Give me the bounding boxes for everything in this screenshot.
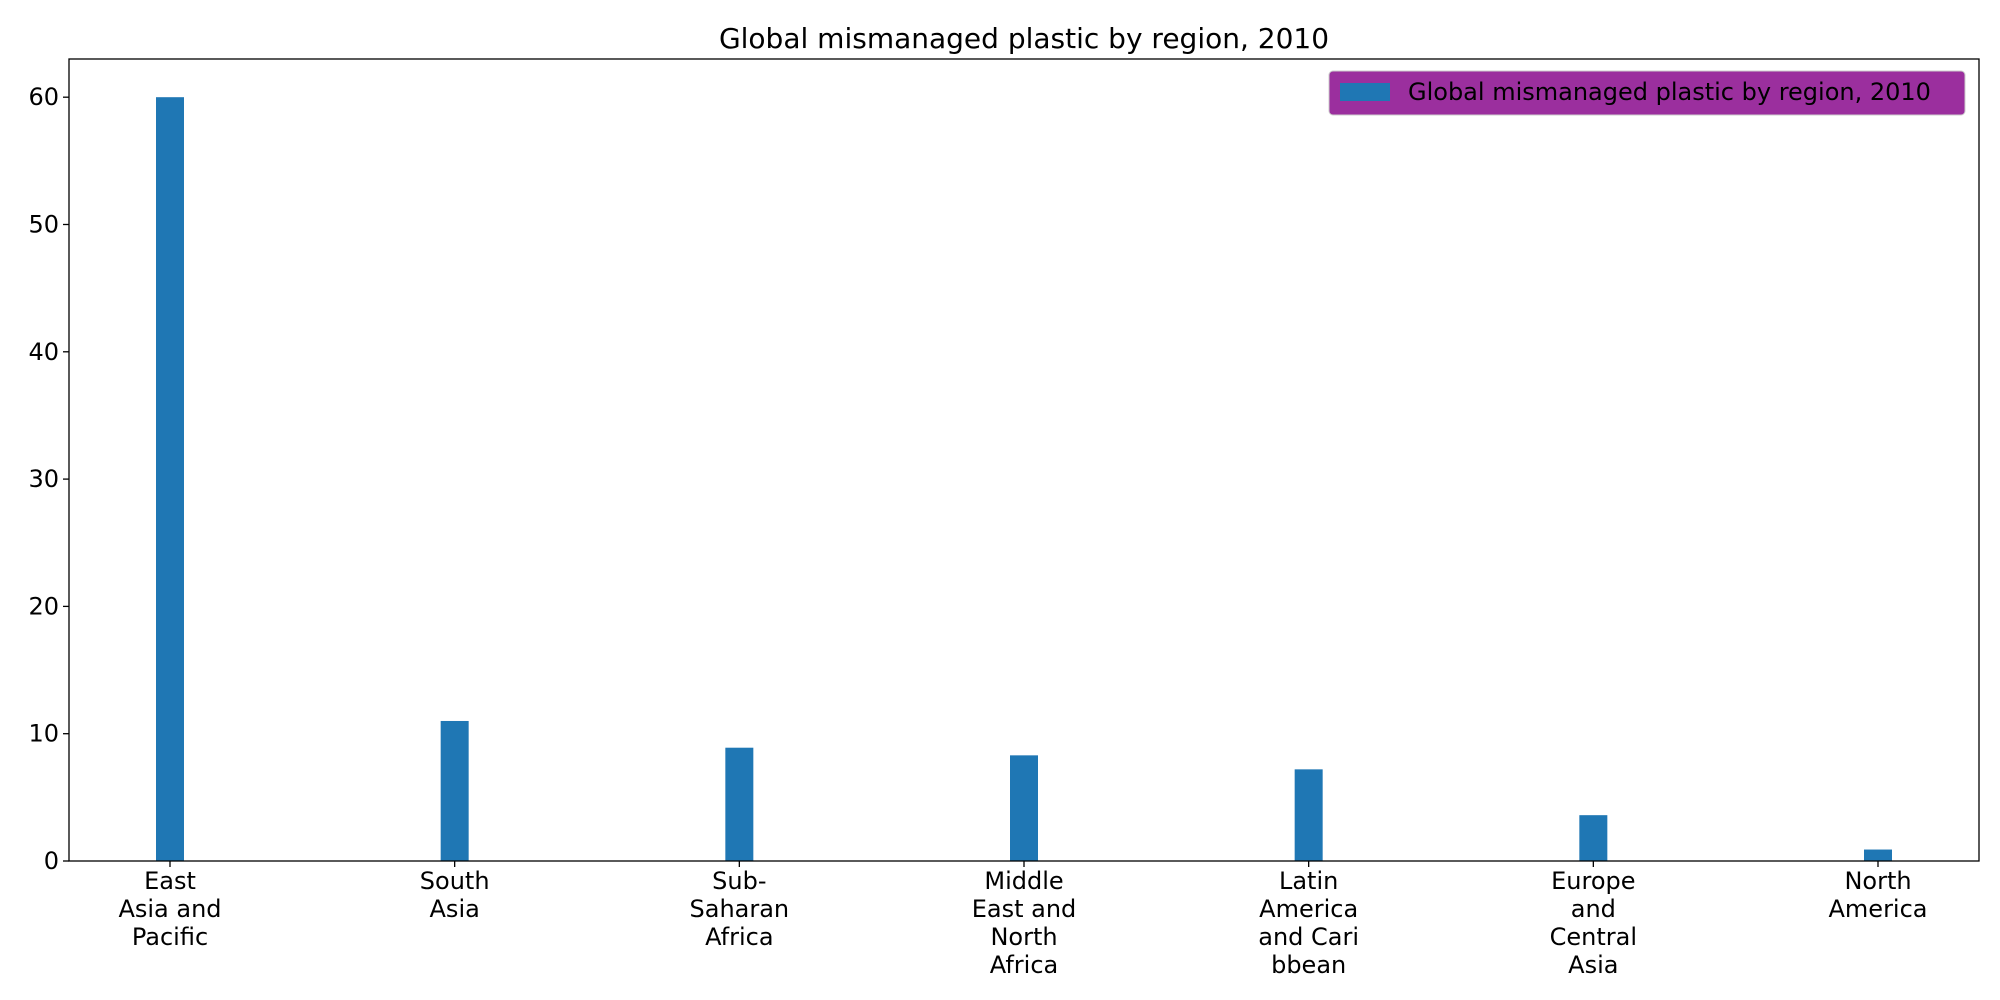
x-tick-label-line: North [1844, 867, 1911, 895]
x-tick-label: South Asia [420, 867, 490, 923]
x-tick-label-line: Middle [984, 867, 1063, 895]
x-tick-label-line: Asia [430, 895, 480, 923]
x-tick-label-line: Asia [1568, 951, 1618, 979]
bar [1010, 755, 1038, 861]
x-tick-label-line: Europe [1551, 867, 1635, 895]
plot-frame [69, 59, 1979, 861]
chart-title: Global mismanaged plastic by region, 201… [719, 22, 1329, 55]
x-tick-label: East Asia and Pacific [118, 867, 221, 951]
x-tick-label-line: Africa [705, 923, 773, 951]
bar [156, 97, 184, 861]
x-tick-label-line: Asia and [118, 895, 221, 923]
legend: Global mismanaged plastic by region, 201… [1329, 71, 1965, 115]
bar [725, 748, 753, 861]
x-tick-label-line: Central [1550, 923, 1637, 951]
x-tick-label-line: bbean [1271, 951, 1346, 979]
x-tick-label-line: East and [972, 895, 1077, 923]
x-tick-label: North America [1829, 867, 1928, 923]
bar [1864, 850, 1892, 861]
legend-swatch [1340, 83, 1390, 101]
y-tick-label: 50 [28, 210, 59, 238]
x-tick-label-line: Saharan [690, 895, 790, 923]
y-tick-label: 0 [44, 847, 59, 875]
bar [1579, 815, 1607, 861]
y-tick-label: 20 [28, 592, 59, 620]
bar [1295, 769, 1323, 861]
x-tick-label: Sub-Saharan Africa [690, 867, 790, 951]
x-tick-label-line: and Cari [1258, 923, 1359, 951]
x-tick-label-line: and [1571, 895, 1616, 923]
x-tick-label: Middle East and North Africa [972, 867, 1077, 979]
x-tick-label-line: America [1829, 895, 1928, 923]
bars-layer [156, 97, 1892, 861]
x-tick-label-line: South [420, 867, 490, 895]
y-tick-label: 40 [28, 338, 59, 366]
x-tick-label: Europe and Central Asia [1550, 867, 1637, 979]
y-axis: 0 10 20 30 40 50 60 [28, 83, 69, 875]
x-tick-label-line: East [144, 867, 196, 895]
x-tick-label-line: Latin [1279, 867, 1338, 895]
y-tick-label: 10 [28, 720, 59, 748]
x-tick-label-line: Pacific [132, 923, 208, 951]
x-tick-label-line: America [1259, 895, 1358, 923]
x-tick-label: Latin America and Cari bbean [1258, 867, 1359, 979]
bar [441, 721, 469, 861]
y-tick-label: 30 [28, 465, 59, 493]
legend-label: Global mismanaged plastic by region, 201… [1408, 78, 1931, 106]
x-tick-label-line: Africa [990, 951, 1058, 979]
x-tick-label-line: Sub- [712, 867, 766, 895]
y-tick-label: 60 [28, 83, 59, 111]
x-tick-label-line: North [990, 923, 1057, 951]
